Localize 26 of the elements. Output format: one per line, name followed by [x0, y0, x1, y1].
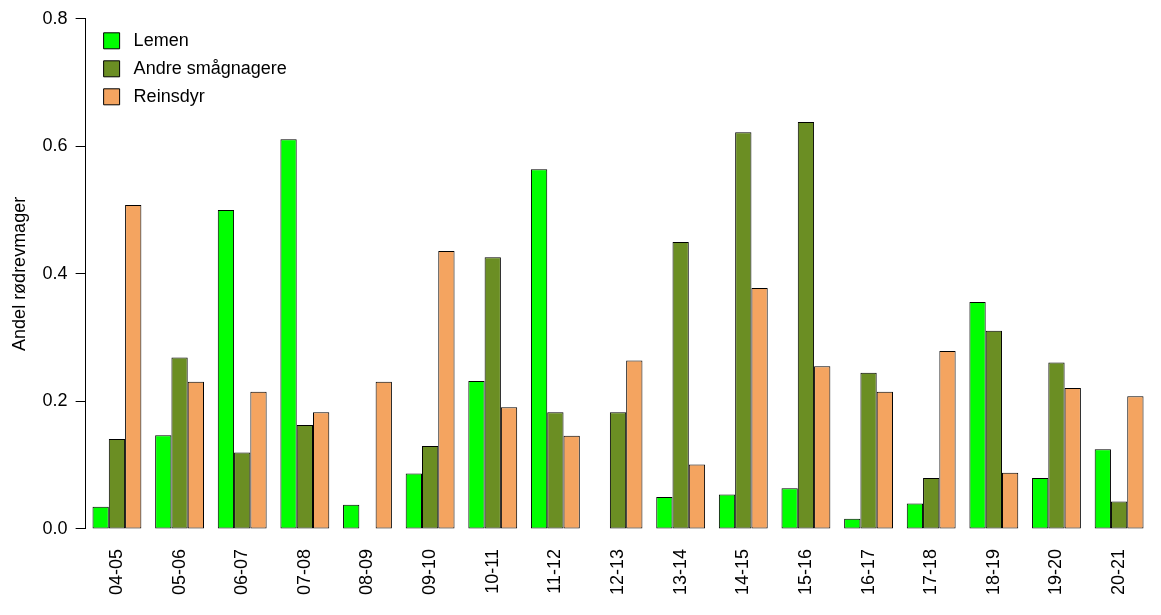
x-tick-label: 07-08	[293, 548, 314, 596]
y-tick-label: 0.8	[42, 7, 68, 28]
x-tick-label: 11-12	[544, 548, 565, 594]
x-tick-label: 04-05	[105, 548, 126, 596]
legend-label: Lemen	[133, 29, 189, 50]
y-tick-label: 0.6	[42, 135, 68, 156]
x-tick-label: 20-21	[1108, 548, 1129, 596]
x-tick-label: 10-11	[481, 548, 502, 594]
x-tick-label: 17-18	[920, 548, 941, 596]
y-tick-label: 0.2	[42, 390, 68, 411]
x-tick-label: 15-16	[794, 548, 815, 596]
x-tick-label: 08-09	[356, 548, 377, 596]
x-tick-label: 05-06	[168, 548, 189, 596]
x-tick-label: 06-07	[231, 548, 252, 596]
x-tick-label: 16-17	[857, 548, 878, 596]
x-tick-label: 14-15	[732, 548, 753, 596]
x-tick-label: 18-19	[982, 548, 1003, 596]
x-tick-label: 09-10	[419, 548, 440, 596]
y-tick-label: 0.4	[42, 262, 68, 283]
y-axis-title: Andel rødrevmager	[8, 196, 29, 351]
x-tick-label: 13-14	[669, 548, 690, 596]
legend-label: Andre smågnagere	[133, 57, 287, 78]
x-tick-label: 12-13	[606, 548, 627, 596]
y-tick-label: 0.0	[42, 517, 68, 538]
legend-label: Reinsdyr	[133, 85, 205, 106]
x-tick-label: 19-20	[1045, 548, 1066, 596]
